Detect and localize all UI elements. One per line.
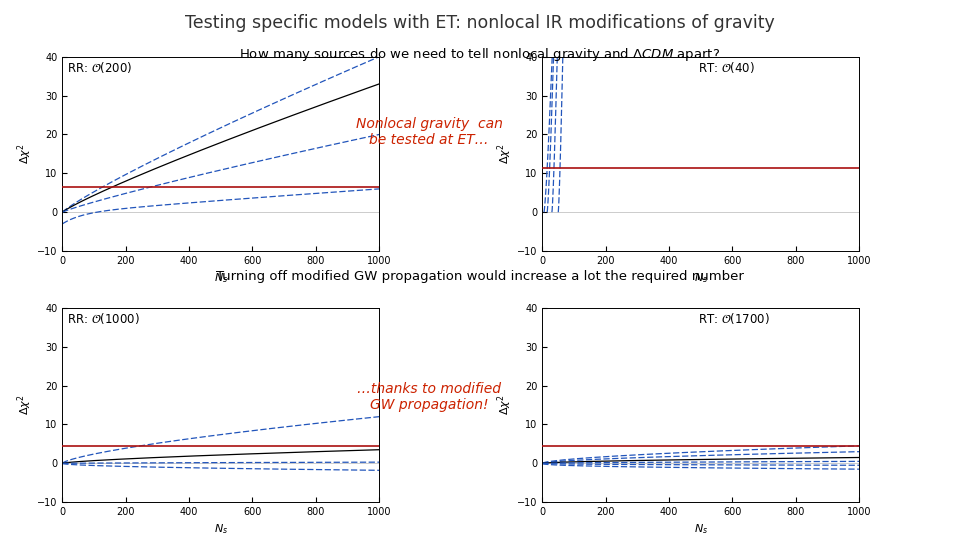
Text: RT: $\mathcal{O}(40)$: RT: $\mathcal{O}(40)$ xyxy=(698,60,755,75)
X-axis label: $N_s$: $N_s$ xyxy=(214,272,228,285)
Text: …thanks to modified
GW propagation!: …thanks to modified GW propagation! xyxy=(357,382,501,412)
Text: Nonlocal gravity  can
be tested at ET…: Nonlocal gravity can be tested at ET… xyxy=(356,117,502,147)
Y-axis label: $\Delta\chi^2$: $\Delta\chi^2$ xyxy=(495,144,515,164)
Y-axis label: $\Delta\chi^2$: $\Delta\chi^2$ xyxy=(15,144,35,164)
Text: How many sources do we need to tell nonlocal gravity and $\Lambda CDM$ apart?: How many sources do we need to tell nonl… xyxy=(239,46,721,63)
X-axis label: $N_s$: $N_s$ xyxy=(694,272,708,285)
Text: RR: $\mathcal{O}(1000)$: RR: $\mathcal{O}(1000)$ xyxy=(67,312,140,326)
Text: RT: $\mathcal{O}(1700)$: RT: $\mathcal{O}(1700)$ xyxy=(698,312,769,326)
Text: Turning off modified GW propagation would increase a lot the required number: Turning off modified GW propagation woul… xyxy=(216,270,744,283)
Y-axis label: $\Delta\chi^2$: $\Delta\chi^2$ xyxy=(495,395,515,415)
Y-axis label: $\Delta\chi^2$: $\Delta\chi^2$ xyxy=(15,395,35,415)
Text: RR: $\mathcal{O}(200)$: RR: $\mathcal{O}(200)$ xyxy=(67,60,132,75)
X-axis label: $N_s$: $N_s$ xyxy=(214,523,228,536)
Text: Testing specific models with ET: nonlocal IR modifications of gravity: Testing specific models with ET: nonloca… xyxy=(185,14,775,31)
X-axis label: $N_s$: $N_s$ xyxy=(694,523,708,536)
